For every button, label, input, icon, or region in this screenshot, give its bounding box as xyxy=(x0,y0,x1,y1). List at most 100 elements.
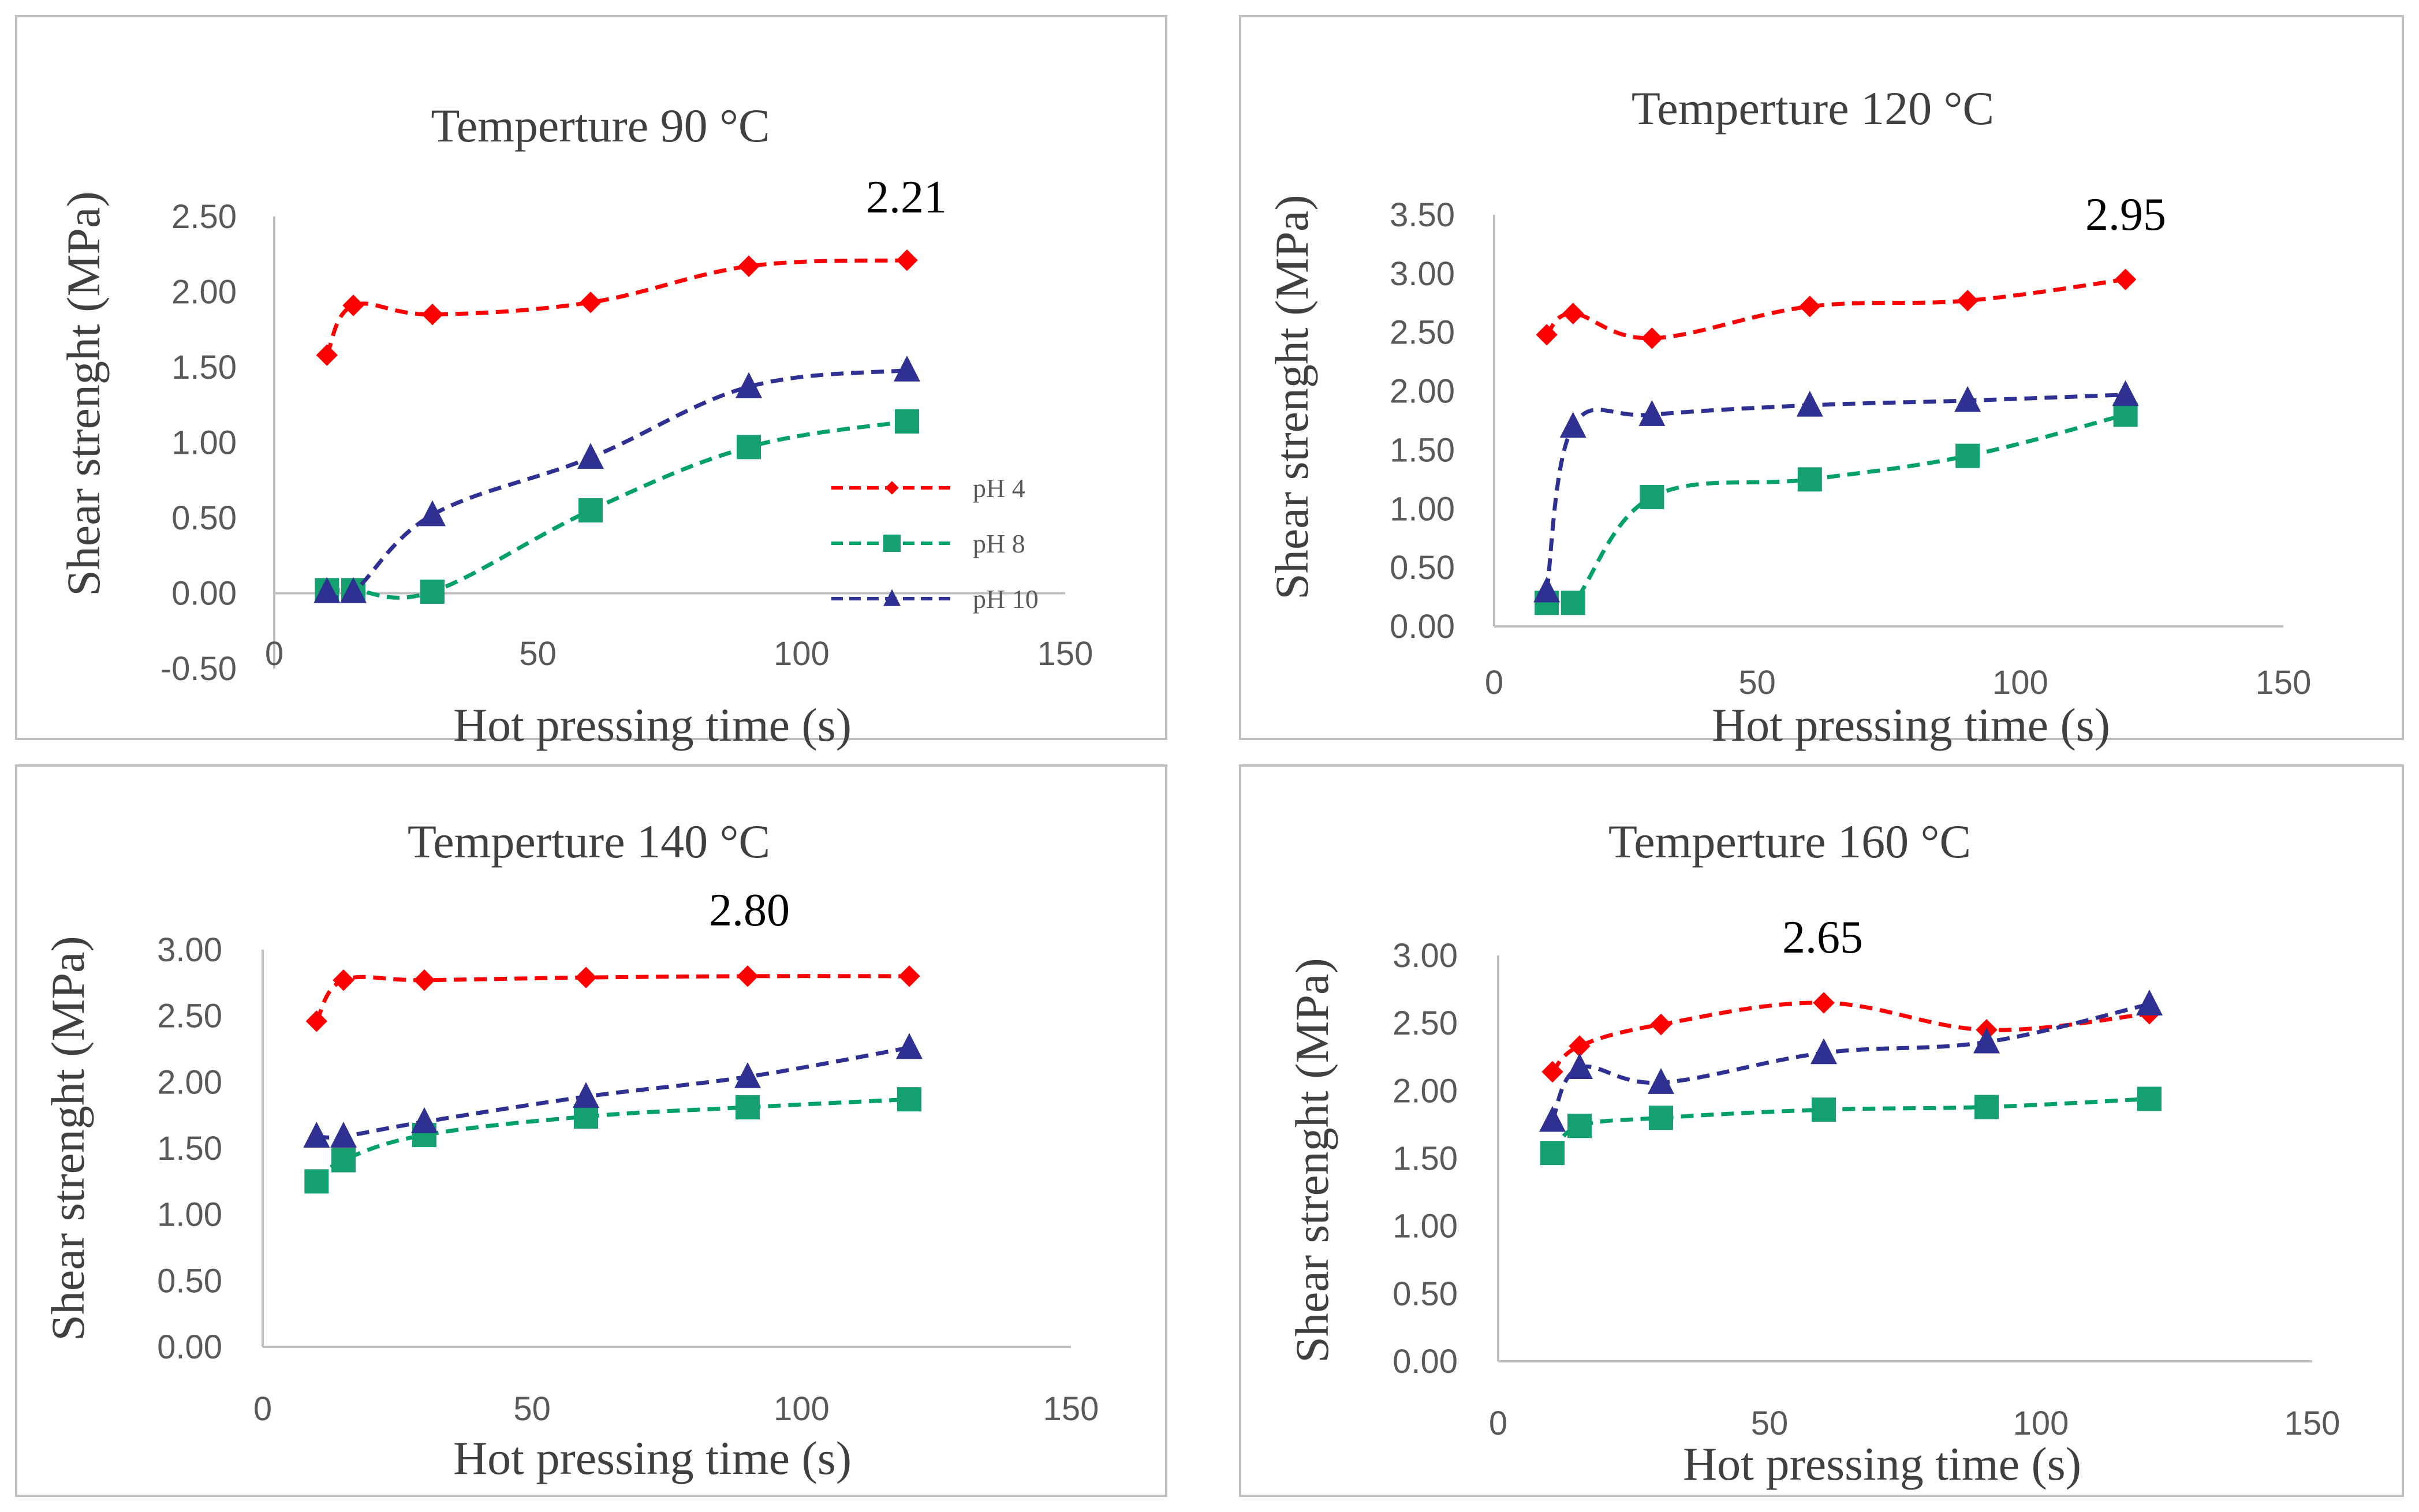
x-axis-title: Hot pressing time (s) xyxy=(453,1432,852,1484)
data-point-ph-10 xyxy=(896,1033,923,1059)
y-tick-label: 2.00 xyxy=(1390,373,1455,410)
x-tick-label: 150 xyxy=(2284,1405,2340,1442)
data-point-ph-8 xyxy=(1955,443,1980,468)
data-point-ph-4 xyxy=(1541,1061,1563,1083)
x-tick-label: 0 xyxy=(1485,664,1503,701)
y-tick-label: 2.50 xyxy=(1393,1005,1458,1042)
y-tick-label: 0.00 xyxy=(1390,608,1455,645)
series-line-ph-8 xyxy=(327,419,908,600)
y-tick-label: 0.00 xyxy=(1393,1343,1458,1380)
y-tick-label: -0.50 xyxy=(160,650,237,688)
y-tick-label: 2.00 xyxy=(171,274,237,311)
legend-label-ph-8: pH 8 xyxy=(973,529,1025,558)
x-axis-title: Hot pressing time (s) xyxy=(453,699,852,751)
x-tick-label: 0 xyxy=(253,1390,272,1428)
data-point-ph-8 xyxy=(1974,1095,1999,1119)
series-line-ph-4 xyxy=(315,974,910,1022)
chart-2: 0.00 0.50 1.00 1.50 2.00 2.50 3.00 3.50 0 50 100 15… xyxy=(1239,15,2404,751)
data-point-ph-4 xyxy=(1569,1035,1591,1057)
data-point-ph-4 xyxy=(1957,289,1978,312)
legend-marker-ph-8 xyxy=(883,535,901,552)
y-tick-label: 1.50 xyxy=(171,349,237,386)
data-point-ph-4 xyxy=(421,303,443,326)
data-point-ph-10 xyxy=(736,372,762,398)
data-point-ph-4 xyxy=(575,966,597,988)
series-line-ph-4 xyxy=(1551,1000,2150,1074)
data-point-ph-8 xyxy=(736,1095,760,1119)
data-point-ph-10 xyxy=(1648,1067,1674,1094)
data-point-ph-8 xyxy=(1567,1114,1592,1138)
y-tick-label: 1.00 xyxy=(1393,1208,1458,1245)
data-point-ph-8 xyxy=(737,435,761,460)
data-point-ph-8 xyxy=(2137,1087,2162,1111)
y-axis-title: Shear strenght (MPa) xyxy=(1266,195,1318,599)
data-point-ph-10 xyxy=(411,1107,438,1133)
data-point-ph-10 xyxy=(1954,386,1981,412)
y-tick-label: 2.00 xyxy=(157,1063,222,1101)
y-tick-label: 1.00 xyxy=(1390,490,1455,528)
data-point-ph-10 xyxy=(2136,990,2163,1016)
x-tick-label: 0 xyxy=(265,635,283,673)
data-point-ph-4 xyxy=(1641,327,1663,349)
data-point-ph-10 xyxy=(1533,576,1561,603)
y-tick-label: 0.00 xyxy=(171,575,237,613)
y-tick-label: 0.50 xyxy=(157,1262,222,1300)
y-tick-label: 0.00 xyxy=(157,1328,222,1366)
y-tick-label: 1.50 xyxy=(1390,431,1455,469)
x-tick-label: 150 xyxy=(1037,635,1093,673)
y-tick-label: 2.00 xyxy=(1393,1072,1458,1110)
y-tick-label: 2.50 xyxy=(171,198,237,236)
data-point-ph-4 xyxy=(1562,303,1584,324)
chart-3: 0.00 0.50 1.00 1.50 2.00 2.50 3.00 0 50 100 150 Tem… xyxy=(15,764,1167,1497)
data-point-ph-8 xyxy=(1797,467,1822,492)
x-tick-label: 50 xyxy=(519,635,557,673)
y-tick-label: 0.50 xyxy=(1390,549,1455,587)
data-point-ph-8 xyxy=(895,409,919,434)
x-tick-label: 50 xyxy=(1751,1405,1789,1442)
data-point-ph-4 xyxy=(896,249,918,271)
data-point-ph-8 xyxy=(1640,484,1664,509)
legend-label-ph-10: pH 10 xyxy=(973,584,1039,614)
y-tick-label: 1.50 xyxy=(1393,1140,1458,1178)
x-tick-label: 100 xyxy=(2013,1405,2069,1442)
data-point-ph-4 xyxy=(342,294,364,316)
data-point-ph-4 xyxy=(738,255,760,277)
chart-frame xyxy=(1239,15,2404,740)
data-point-ph-8 xyxy=(304,1169,329,1194)
y-tick-label: 0.50 xyxy=(1393,1275,1458,1313)
chart-1: -0.50 0.00 0.50 1.00 1.50 2.00 2.50 0 50 100 150 Te… xyxy=(15,15,1167,751)
x-tick-label: 50 xyxy=(513,1390,551,1428)
y-tick-label: 1.00 xyxy=(157,1196,222,1234)
chart-frame xyxy=(1239,764,2404,1497)
data-point-ph-4 xyxy=(580,292,602,313)
data-point-ph-8 xyxy=(1540,1141,1565,1166)
data-point-ph-10 xyxy=(1973,1027,2000,1054)
y-axis-title: Shear strenght (MPa) xyxy=(1286,958,1338,1362)
y-tick-label: 2.50 xyxy=(157,998,222,1035)
legend-label-ph-4: pH 4 xyxy=(973,473,1025,503)
data-point-ph-4 xyxy=(1650,1013,1672,1036)
chart-title: Temperture 160 °C xyxy=(1608,815,1971,868)
y-tick-label: 3.50 xyxy=(1390,196,1455,234)
data-point-ph-4 xyxy=(1799,296,1821,318)
data-point-ph-10 xyxy=(419,500,446,527)
data-point-ph-10 xyxy=(313,577,341,603)
x-tick-label: 100 xyxy=(774,635,830,673)
legend-marker-ph-10 xyxy=(883,589,901,606)
y-tick-label: 0.50 xyxy=(171,499,237,537)
series-line-ph-10 xyxy=(326,368,908,600)
data-point-ph-10 xyxy=(1638,400,1666,426)
data-point-ph-10 xyxy=(303,1122,330,1148)
data-point-ph-10 xyxy=(340,577,367,603)
data-point-ph-8 xyxy=(1561,591,1585,615)
data-point-ph-10 xyxy=(330,1122,357,1148)
data-point-ph-8 xyxy=(578,498,603,522)
x-tick-label: 0 xyxy=(1489,1405,1507,1442)
max-value-annotation: 2.65 xyxy=(1782,912,1863,963)
max-value-annotation: 2.21 xyxy=(866,172,947,223)
x-tick-label: 150 xyxy=(1043,1390,1099,1428)
x-axis-title: Hot pressing time (s) xyxy=(1683,1438,2081,1490)
data-point-ph-4 xyxy=(413,969,435,991)
y-tick-label: 3.00 xyxy=(1390,255,1455,293)
